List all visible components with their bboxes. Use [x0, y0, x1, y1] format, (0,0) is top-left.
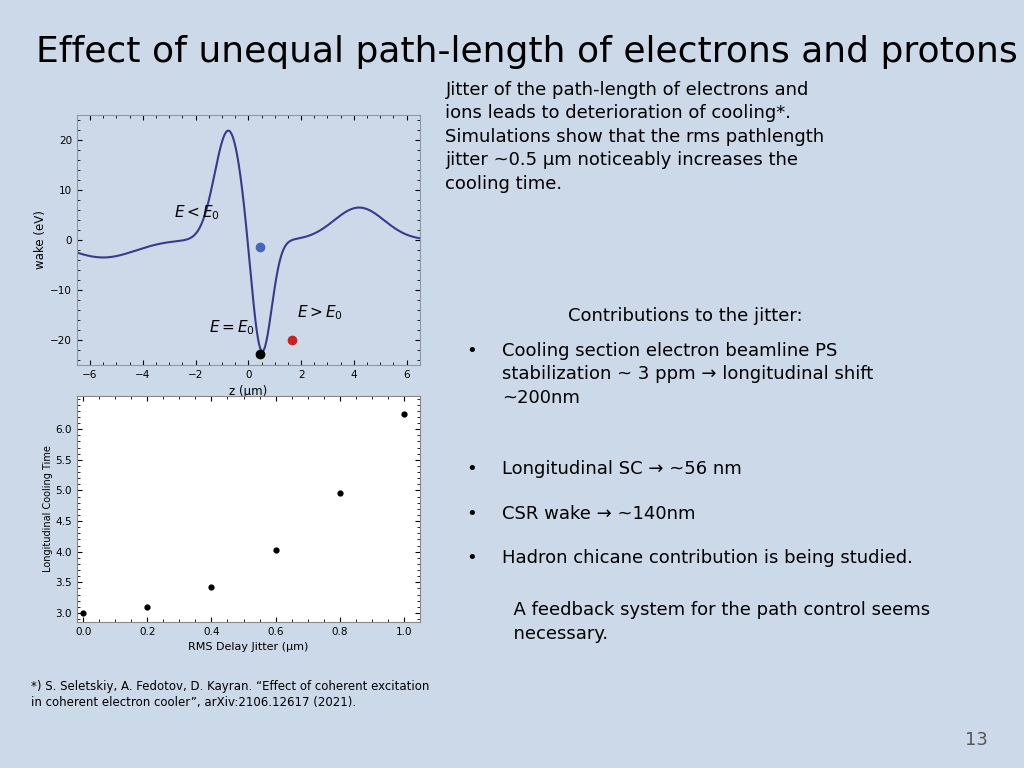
- Point: [75, 607, 91, 619]
- X-axis label: RMS Delay Jitter (μm): RMS Delay Jitter (μm): [188, 643, 308, 653]
- Text: Hadron chicane contribution is being studied.: Hadron chicane contribution is being stu…: [502, 549, 912, 567]
- Text: $E > E_0$: $E > E_0$: [297, 303, 343, 322]
- Point: [267, 545, 284, 557]
- Point: [332, 488, 348, 500]
- Text: 13: 13: [966, 731, 988, 749]
- Point: [395, 408, 412, 420]
- Text: Jitter of the path-length of electrons and
ions leads to deterioration of coolin: Jitter of the path-length of electrons a…: [445, 81, 824, 193]
- Text: Cooling section electron beamline PS
stabilization ~ 3 ppm → longitudinal shift
: Cooling section electron beamline PS sta…: [502, 342, 873, 407]
- Y-axis label: wake (eV): wake (eV): [34, 210, 47, 270]
- Text: •: •: [466, 549, 476, 567]
- Y-axis label: Longitudinal Cooling Time: Longitudinal Cooling Time: [43, 445, 52, 572]
- Text: •: •: [466, 460, 476, 478]
- Text: $E = E_0$: $E = E_0$: [209, 319, 255, 337]
- Point: [203, 581, 219, 593]
- Text: Contributions to the jitter:: Contributions to the jitter:: [568, 307, 803, 325]
- Point: [139, 601, 156, 613]
- Text: CSR wake → ~140nm: CSR wake → ~140nm: [502, 505, 695, 522]
- Text: •: •: [466, 342, 476, 359]
- Text: $E < E_0$: $E < E_0$: [174, 204, 220, 222]
- Text: Longitudinal SC → ~56 nm: Longitudinal SC → ~56 nm: [502, 460, 741, 478]
- Text: A feedback system for the path control seems
  necessary.: A feedback system for the path control s…: [502, 601, 930, 643]
- Text: •: •: [466, 505, 476, 522]
- Text: Effect of unequal path-length of electrons and protons: Effect of unequal path-length of electro…: [36, 35, 1018, 69]
- Text: *) S. Seletskiy, A. Fedotov, D. Kayran. “Effect of coherent excitation
in cohere: *) S. Seletskiy, A. Fedotov, D. Kayran. …: [31, 680, 429, 709]
- X-axis label: z (μm): z (μm): [229, 386, 267, 399]
